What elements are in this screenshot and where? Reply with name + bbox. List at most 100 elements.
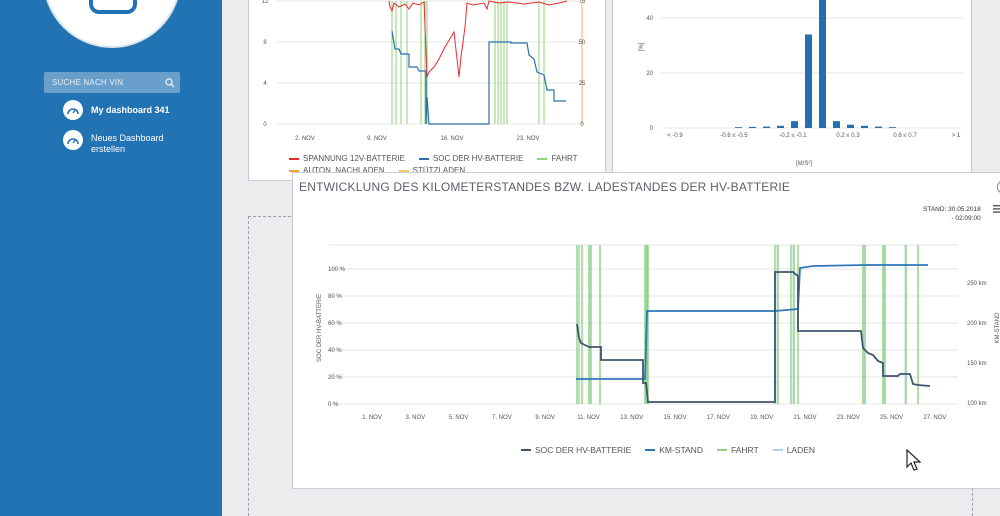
label-line-2: erstellen	[91, 144, 126, 154]
x-tick: 27. NOV	[923, 415, 946, 421]
y-left-tick: 40 %	[328, 348, 342, 354]
acceleration-histogram: 0 20 40 [%] < -0.9 -0.6 ≤ -0.5 -0.2 ≤ -0.1 0.2 …	[639, 0, 963, 167]
y-left-label: SOC DER HV-BATTERIE	[317, 294, 323, 362]
histogram-bar	[791, 121, 798, 128]
x-tick: 7. NOV	[492, 415, 512, 421]
y-right-tick: 50	[579, 40, 586, 46]
y-left-tick: 60 %	[328, 321, 342, 327]
y-right-tick: 25	[579, 81, 586, 87]
y-right-tick: 150 km	[967, 361, 987, 367]
legend-stuetzladen[interactable]: STÜTZLADEN	[398, 166, 465, 175]
y-left-tick: 0 %	[328, 402, 339, 408]
x-tick: 11. NOV	[577, 415, 600, 421]
x-tick: 25. NOV	[880, 415, 903, 421]
histogram-bar	[777, 125, 784, 128]
legend-fahrt[interactable]: FAHRT	[537, 154, 578, 163]
sidebar-item-my-dashboard[interactable]: My dashboard 341	[63, 100, 170, 120]
y-left-tick: 4	[263, 81, 267, 87]
x-tick: -0.2 ≤ -0.1	[779, 133, 807, 139]
histogram-bar	[749, 126, 756, 128]
search-icon[interactable]	[160, 72, 180, 93]
legend-voltage[interactable]: SPANNUNG 12V-BATTERIE	[289, 154, 405, 163]
x-tick: 0.2 ≤ 0.3	[836, 133, 860, 139]
y-left-tick: 20 %	[328, 375, 342, 381]
mouse-cursor-icon	[906, 449, 922, 471]
histogram-bar	[735, 127, 742, 128]
search-placeholder: SUCHE NACH VIN	[52, 78, 124, 87]
x-tick: -0.6 ≤ -0.5	[720, 133, 748, 139]
gauge-add-icon	[63, 130, 83, 150]
y-right-tick: 75	[579, 0, 586, 5]
acceleration-histogram-panel: 0 20 40 [%] < -0.9 -0.6 ≤ -0.5 -0.2 ≤ -0.1 0.2 …	[612, 0, 972, 174]
y-left-tick: 12	[262, 0, 269, 5]
y-tick: 20	[646, 71, 653, 77]
gauge-icon	[63, 100, 83, 120]
legend-soc[interactable]: SOC DER HV-BATTERIE	[418, 154, 523, 163]
x-tick: 15. NOV	[664, 415, 687, 421]
stand-time: - 02:09:00	[951, 215, 981, 222]
sidebar: SUCHE NACH VIN My dashboard 341 Neues Da…	[0, 0, 222, 516]
histogram-bar	[805, 34, 812, 128]
soc-series	[391, 30, 566, 125]
y-right-tick: 200 km	[967, 321, 987, 327]
logo-mark	[89, 0, 137, 14]
voltage-series	[388, 0, 568, 78]
x-tick: 2. NOV	[295, 136, 315, 142]
x-tick: 23. NOV	[837, 415, 860, 421]
mileage-soc-chart: 0 % 20 % 40 % 60 % 80 % 100 % 100 km 150 km 200 …	[317, 244, 1000, 421]
battery-chart: 0 0 4 25 8 50 12 75 2. NOV 9. NOV 16. NOV 23. NOV	[262, 0, 586, 142]
x-tick: 19. NOV	[750, 415, 773, 421]
battery-chart-panel: 0 0 4 25 8 50 12 75 2. NOV 9. NOV 16. NOV 23. NOV S…	[248, 0, 606, 181]
histogram-bar	[847, 124, 854, 128]
main-chart-legend: SOC DER HV-BATTERIE KM-STAND FAHRT LADEN	[521, 445, 829, 455]
legend-auton-nachladen[interactable]: AUTON. NACHLADEN	[289, 166, 385, 175]
histogram-bar	[889, 127, 896, 128]
y-tick: 40	[646, 16, 653, 22]
y-left-tick: 8	[263, 40, 267, 46]
vin-search-input[interactable]: SUCHE NACH VIN	[44, 72, 180, 93]
x-tick: 1. NOV	[362, 415, 382, 421]
x-tick: 3. NOV	[405, 415, 425, 421]
stand-date: STAND: 30.05.2018	[923, 206, 981, 213]
battery-chart-legend-row2: AUTON. NACHLADEN STÜTZLADEN	[289, 166, 479, 175]
x-tick: 23. NOV	[516, 136, 539, 142]
x-tick: 9. NOV	[535, 415, 555, 421]
y-tick: 0	[650, 126, 654, 132]
sidebar-item-label: Neues Dashboard erstellen	[91, 133, 164, 155]
y-left-tick: 80 %	[328, 294, 342, 300]
x-tick: < -0.9	[667, 133, 683, 139]
y-right-tick: 250 km	[967, 281, 987, 287]
data-timestamp: STAND: 30.05.2018 - 02:09:00	[923, 205, 981, 223]
histogram-bar	[861, 125, 868, 128]
battery-chart-legend: SPANNUNG 12V-BATTERIE SOC DER HV-BATTERI…	[289, 154, 592, 163]
x-tick: 5. NOV	[449, 415, 469, 421]
x-tick: 16. NOV	[440, 136, 463, 142]
histogram-bar	[763, 126, 770, 128]
y-right-tick: 0	[580, 122, 584, 128]
histogram-bar	[819, 0, 826, 128]
chart-title: ENTWICKLUNG DES KILOMETERSTANDES BZW. LA…	[299, 180, 791, 194]
x-tick: 9. NOV	[367, 136, 387, 142]
x-tick: 17. NOV	[707, 415, 730, 421]
legend-laden[interactable]: LADEN	[772, 445, 815, 455]
hamburger-menu-icon[interactable]	[993, 205, 1000, 213]
sidebar-item-new-dashboard[interactable]: Neues Dashboard erstellen	[63, 130, 164, 155]
legend-km-stand[interactable]: KM-STAND	[645, 445, 703, 455]
x-tick: 0.6 ≤ 0.7	[893, 133, 917, 139]
soc-series	[576, 271, 931, 403]
y-left-tick: 100 %	[328, 267, 346, 273]
km-stand-series	[576, 264, 928, 380]
y-right-tick: 100 km	[967, 401, 987, 407]
y-axis-label: [%]	[639, 42, 645, 51]
y-right-label: KM-STAND	[995, 312, 1000, 344]
histogram-bar	[833, 121, 840, 128]
legend-soc[interactable]: SOC DER HV-BATTERIE	[521, 445, 631, 455]
mileage-soc-chart-panel[interactable]: ENTWICKLUNG DES KILOMETERSTANDES BZW. LA…	[292, 172, 1000, 489]
brand-logo[interactable]	[43, 0, 181, 48]
x-axis-label: [M/S²]	[796, 161, 812, 167]
x-tick: 13. NOV	[620, 415, 643, 421]
histogram-bar	[875, 126, 882, 128]
y-left-tick: 0	[263, 122, 267, 128]
x-tick: > 1	[952, 133, 961, 139]
legend-fahrt[interactable]: FAHRT	[716, 445, 759, 455]
